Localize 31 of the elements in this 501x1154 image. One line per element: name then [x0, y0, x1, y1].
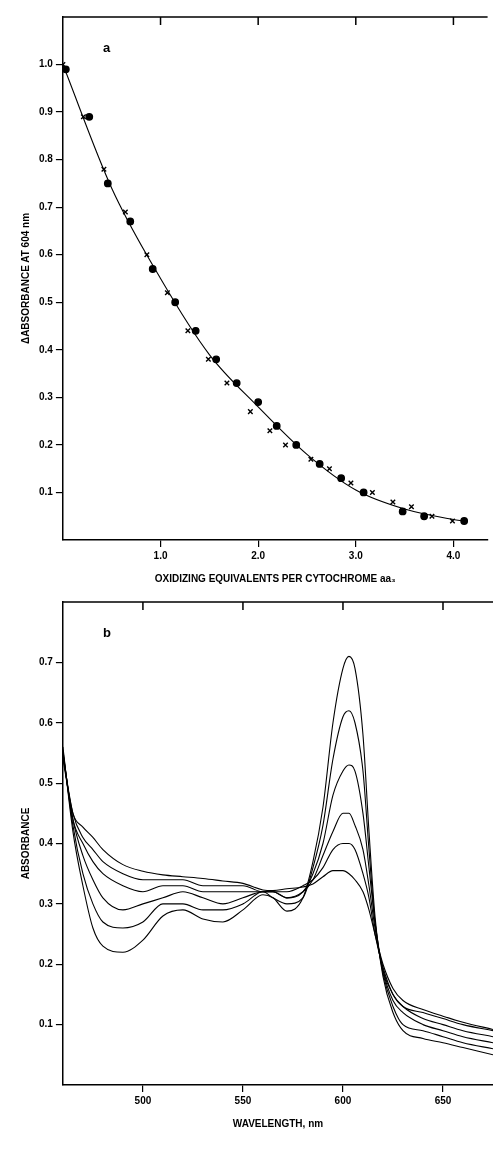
y-tick-label: 0.5: [39, 776, 54, 788]
x-tick-label: 1.0: [153, 549, 168, 561]
y-tick-label: 0.5: [39, 296, 54, 308]
y-tick-label: 0.2: [39, 438, 54, 450]
x-axis-title: OXIDIZING EQUIVALENTS PER CYTOCHROME aa₃: [154, 572, 397, 584]
x-tick-label: 2.0: [251, 549, 266, 561]
x-tick-label: 550: [234, 1094, 252, 1106]
x-tick-label: 650: [434, 1094, 452, 1106]
y-tick-label: 0.7: [39, 656, 54, 668]
y-tick-label: 0.4: [39, 837, 54, 849]
x-axis-title: WAVELENGTH, nm: [232, 1117, 324, 1129]
y-tick-label: 0.1: [39, 1018, 54, 1030]
y-axis-title: ΔABSORBANCE AT 604 nm: [19, 212, 31, 345]
annotation: b: [102, 625, 111, 640]
x-tick-label: 3.0: [348, 549, 364, 561]
y-tick-label: 0.3: [39, 391, 54, 403]
y-tick-label: 0.7: [39, 200, 54, 212]
y-tick-label: 0.6: [39, 248, 54, 260]
y-tick-label: 0.3: [39, 897, 54, 909]
x-tick-label: 4.0: [446, 549, 461, 561]
y-tick-label: 0.9: [39, 105, 54, 117]
y-tick-label: 0.8: [39, 153, 54, 165]
annotation: a: [102, 40, 111, 55]
y-tick-label: 0.1: [39, 486, 54, 498]
x-tick-label: 600: [334, 1094, 352, 1106]
y-tick-label: 0.6: [39, 716, 54, 728]
x-tick-label: 500: [134, 1094, 152, 1106]
y-tick-label: 0.4: [39, 343, 54, 355]
y-tick-label: 1.0: [39, 58, 54, 70]
y-tick-label: 0.2: [39, 958, 54, 969]
y-axis-title: ABSORBANCE: [19, 807, 31, 880]
